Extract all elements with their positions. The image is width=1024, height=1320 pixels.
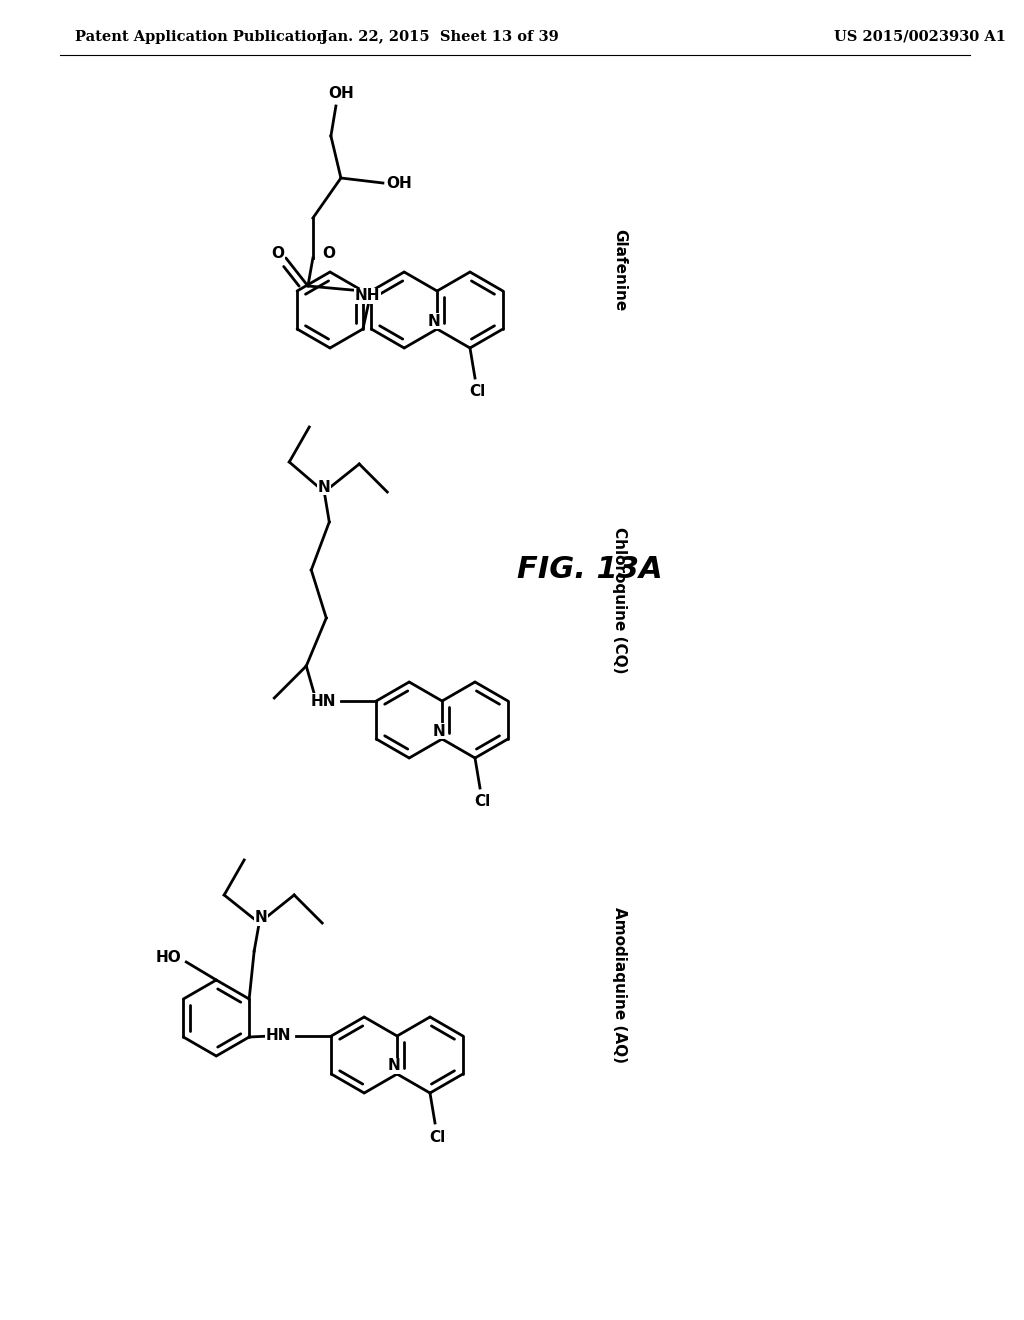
Text: N: N: [317, 479, 331, 495]
Text: OH: OH: [386, 176, 412, 190]
Text: Cl: Cl: [474, 795, 490, 809]
Text: HN: HN: [265, 1028, 291, 1044]
Text: Glafenine: Glafenine: [612, 228, 628, 312]
Text: OH: OH: [328, 87, 353, 102]
Text: N: N: [388, 1059, 400, 1073]
Text: HN: HN: [310, 693, 336, 709]
Text: US 2015/0023930 A1: US 2015/0023930 A1: [834, 30, 1006, 44]
Text: NH: NH: [354, 289, 380, 304]
Text: N: N: [428, 314, 440, 329]
Text: Patent Application Publication: Patent Application Publication: [75, 30, 327, 44]
Text: N: N: [433, 723, 445, 738]
Text: O: O: [271, 246, 285, 260]
Text: Chloroquine (CQ): Chloroquine (CQ): [612, 527, 628, 673]
Text: Cl: Cl: [469, 384, 485, 400]
Text: FIG. 13A: FIG. 13A: [517, 556, 663, 585]
Text: N: N: [255, 911, 267, 925]
Text: O: O: [323, 246, 336, 260]
Text: Cl: Cl: [429, 1130, 445, 1144]
Text: HO: HO: [156, 949, 181, 965]
Text: Amodiaquine (AQ): Amodiaquine (AQ): [612, 907, 628, 1063]
Text: Jan. 22, 2015  Sheet 13 of 39: Jan. 22, 2015 Sheet 13 of 39: [322, 30, 559, 44]
